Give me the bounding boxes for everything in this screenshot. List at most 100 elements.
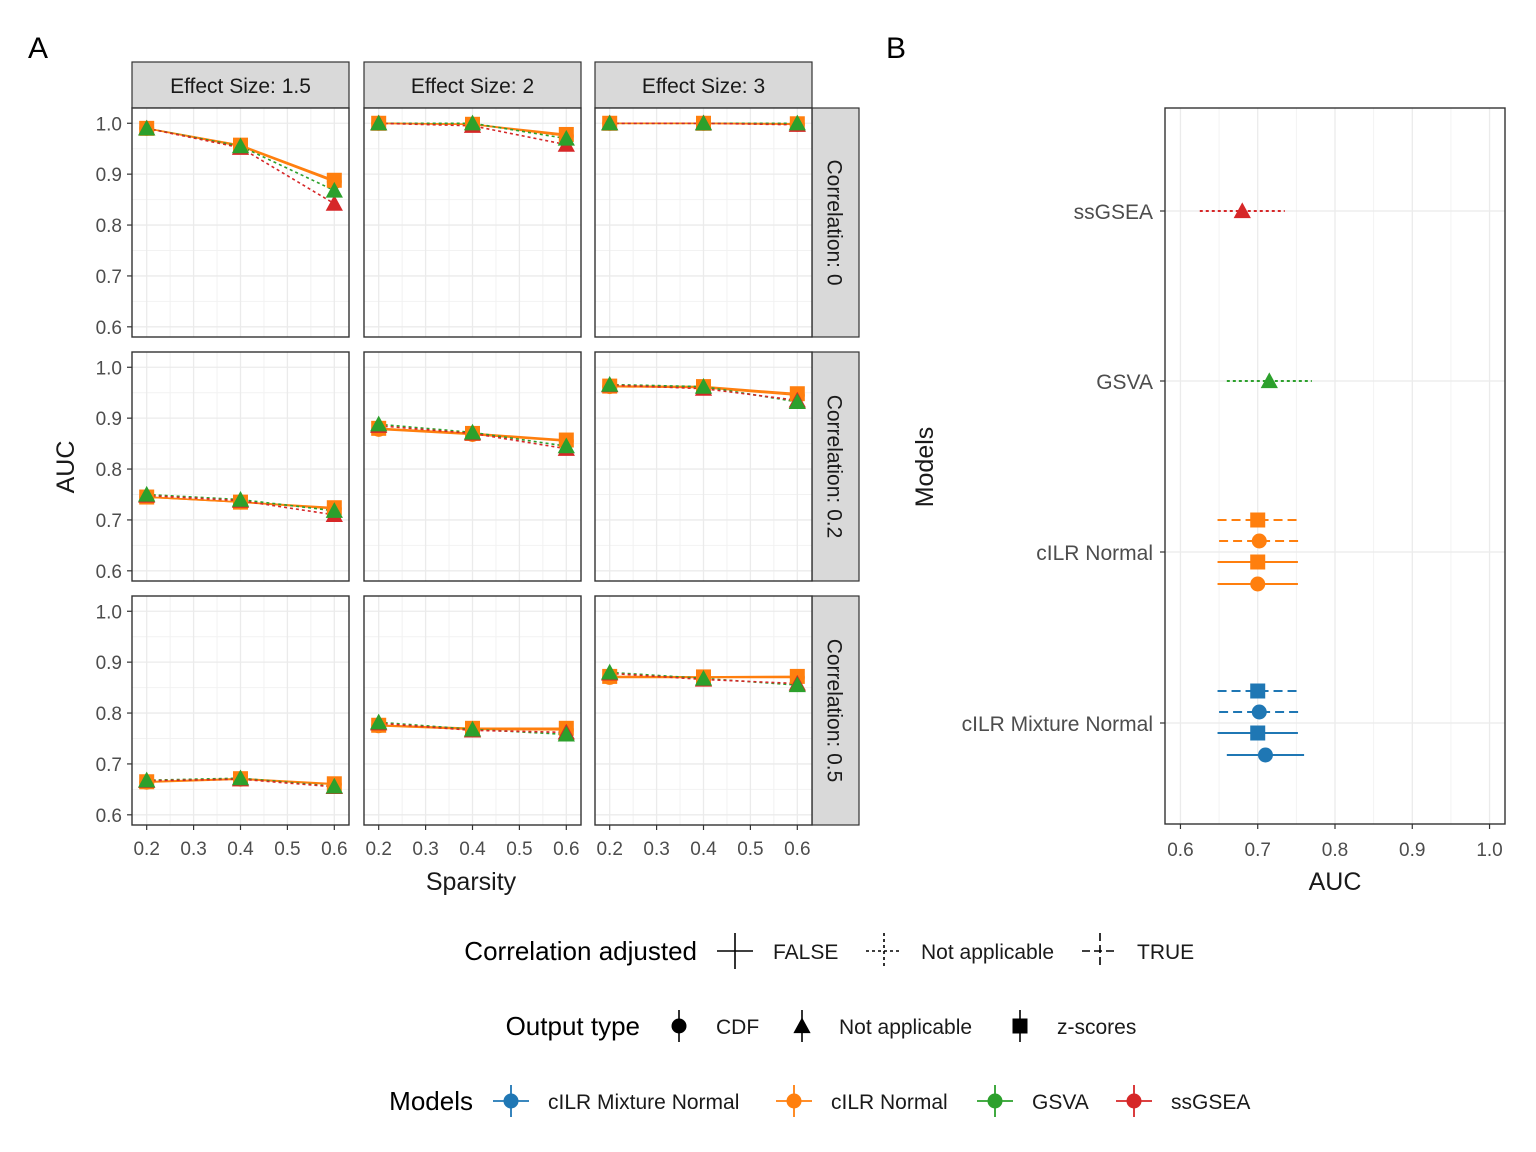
- y-tick-label: 1.0: [96, 114, 122, 135]
- y-tick-label: 0.9: [96, 653, 122, 674]
- facet-panel: [594, 107, 813, 338]
- data-point: [601, 663, 619, 680]
- data-point: [557, 129, 575, 146]
- panel-border: [131, 351, 350, 582]
- x-axis-title: AUC: [1309, 868, 1362, 896]
- data-point: [463, 720, 482, 737]
- data-point: [1250, 683, 1266, 699]
- data-point: [1250, 554, 1266, 570]
- series-line: [378, 424, 567, 450]
- data-point: [231, 490, 250, 507]
- facet-panel: 0.2 0.3 0.4 0.5 0.6: [363, 595, 582, 860]
- legend-item: CDF: [671, 1010, 759, 1042]
- facet-strip-label: Correlation: 0.5: [823, 639, 846, 783]
- facet-strip-label: Effect Size: 2: [411, 75, 534, 98]
- facet-panel: [363, 107, 582, 338]
- facet-strip-label: Correlation: 0.2: [823, 395, 846, 539]
- y-tick-label: 0.6: [96, 562, 122, 583]
- facet-panel: [594, 351, 813, 582]
- y-tick-label: cILR Normal: [1036, 542, 1153, 565]
- panel-border: [131, 107, 350, 338]
- y-tick-label: 0.8: [96, 460, 122, 481]
- series-line: [609, 384, 798, 402]
- series-line: [378, 423, 567, 447]
- legend-item: GSVA: [977, 1085, 1089, 1117]
- series-line: [378, 721, 567, 736]
- y-tick-label: 0.6: [96, 318, 122, 339]
- x-tick-label: 0.6: [784, 839, 810, 860]
- data-point: [138, 119, 156, 136]
- data-point: [1257, 747, 1273, 763]
- x-tick-label: 0.6: [321, 839, 347, 860]
- panel-border: [594, 351, 813, 582]
- legend-label: ssGSEA: [1171, 1091, 1250, 1114]
- panel-b-label: B: [886, 32, 906, 65]
- series-line: [146, 494, 335, 516]
- series-line: [609, 672, 798, 685]
- y-tick-label: 0.7: [96, 267, 122, 288]
- legend-key-marker: [503, 1093, 519, 1109]
- data-point: [370, 114, 388, 131]
- x-tick-label: 0.9: [1399, 840, 1425, 861]
- facet-strip-label: Effect Size: 1.5: [170, 75, 311, 98]
- data-point: [370, 713, 388, 730]
- panel-a-label: A: [28, 32, 48, 65]
- legend-label: z-scores: [1057, 1016, 1136, 1039]
- legend: Correlation adjusted FALSE Not applicable T…: [389, 933, 1250, 1117]
- legend-key-marker: [671, 1018, 687, 1034]
- data-point: [463, 114, 482, 131]
- legend-label: TRUE: [1137, 941, 1194, 964]
- legend-label: FALSE: [773, 941, 838, 964]
- data-point: [326, 172, 342, 188]
- data-point: [138, 485, 156, 502]
- x-tick-label: 0.5: [506, 839, 532, 860]
- legend-item: ssGSEA: [1116, 1085, 1250, 1117]
- legend-key-marker: [786, 1093, 802, 1109]
- series-line: [146, 778, 335, 788]
- facet-strip-row: [811, 107, 860, 338]
- y-axis-title: Models: [911, 427, 939, 508]
- y-tick-label: 0.8: [96, 704, 122, 725]
- data-point: [1251, 533, 1267, 549]
- y-tick-label: ssGSEA: [1074, 201, 1153, 224]
- facet-strip-row: [811, 351, 860, 582]
- facet-panel: [363, 351, 582, 582]
- facet-strip-label: Effect Size: 3: [642, 75, 765, 98]
- series-line: [146, 127, 335, 205]
- data-point: [325, 502, 343, 518]
- x-tick-label: 0.7: [1245, 840, 1271, 861]
- data-point: [325, 181, 343, 198]
- series-line: [146, 493, 335, 512]
- facet-strip-col: [363, 61, 582, 109]
- data-point: [1251, 704, 1267, 720]
- series-line: [378, 122, 567, 140]
- y-tick-label: 0.8: [96, 216, 122, 237]
- x-tick-label: 1.0: [1476, 840, 1502, 861]
- facet-panel: 0.2 0.3 0.4 0.5 0.6: [594, 595, 813, 860]
- data-point: [694, 669, 713, 686]
- legend-title: Output type: [506, 1011, 640, 1041]
- data-point: [788, 114, 806, 131]
- facet-strip-label: Correlation: 0: [823, 159, 846, 285]
- x-tick-label: 0.5: [274, 839, 300, 860]
- data-point: [325, 195, 343, 211]
- x-tick-label: 0.8: [1322, 840, 1348, 861]
- data-point: [1260, 372, 1278, 389]
- data-point: [463, 423, 482, 440]
- legend-label: cILR Mixture Normal: [548, 1091, 739, 1114]
- panel-border: [363, 351, 582, 582]
- x-tick-label: 0.4: [459, 839, 486, 860]
- data-point: [788, 393, 806, 409]
- x-tick-label: 0.2: [596, 839, 622, 860]
- data-point: [231, 137, 250, 154]
- panel-b-forest-chart: ssGSEA GSVA cILR Normal cILR Mixture Normal…: [911, 107, 1506, 896]
- data-point: [1250, 576, 1266, 592]
- data-point: [694, 114, 713, 131]
- legend-label: GSVA: [1032, 1091, 1089, 1114]
- legend-key-marker: [987, 1093, 1003, 1109]
- y-tick-label: 0.7: [96, 511, 122, 532]
- legend-item: cILR Mixture Normal: [493, 1085, 739, 1117]
- legend-label: CDF: [716, 1016, 759, 1039]
- panel-a-faceted-chart: Effect Size: 1.5 Effect Size: 2 Effect Siz…: [52, 61, 860, 896]
